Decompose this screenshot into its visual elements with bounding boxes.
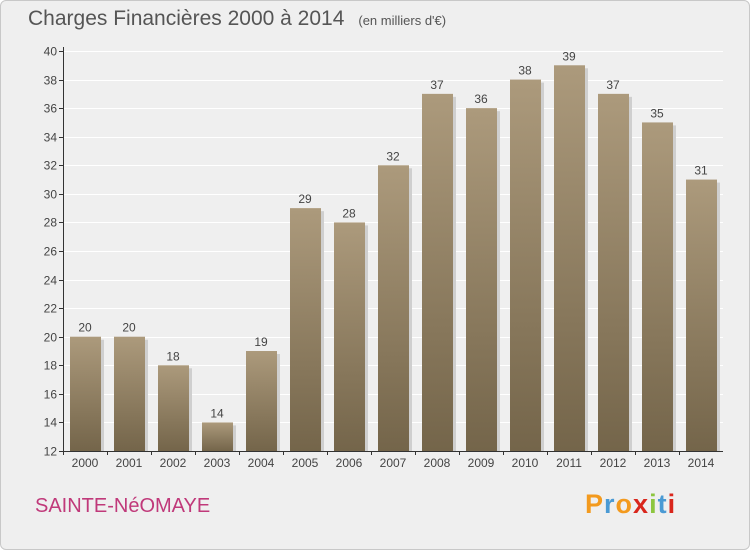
y-tick-label: 14 (44, 416, 58, 430)
x-tick-label: 2004 (248, 456, 275, 470)
y-tick-label: 26 (44, 245, 58, 259)
y-tick-label: 34 (44, 131, 58, 145)
logo-letter: t (657, 489, 668, 519)
logo-letter: P (585, 489, 605, 519)
data-label: 31 (694, 164, 708, 178)
y-tick-label: 20 (44, 331, 58, 345)
data-label: 37 (606, 78, 620, 92)
bar (158, 365, 189, 451)
x-tick-label: 2006 (336, 456, 363, 470)
bar (642, 122, 673, 451)
y-tick-label: 22 (44, 302, 58, 316)
chart-subtitle: (en milliers d'€) (358, 13, 447, 28)
y-tick-label: 30 (44, 188, 58, 202)
x-tick-label: 2007 (380, 456, 407, 470)
y-tick-label: 38 (44, 74, 58, 88)
y-tick-label: 18 (44, 359, 58, 373)
bar (554, 65, 585, 452)
x-tick-label: 2009 (468, 456, 495, 470)
data-label: 35 (650, 106, 664, 120)
data-label: 18 (166, 349, 180, 363)
data-label: 36 (474, 92, 488, 106)
data-label: 29 (298, 192, 312, 206)
logo-letter: r (604, 489, 616, 519)
commune-name: SAINTE-NéOMAYE (35, 495, 211, 517)
y-tick-label: 28 (44, 216, 58, 230)
bar (290, 208, 321, 451)
bar (202, 422, 233, 451)
x-tick-label: 2013 (644, 456, 671, 470)
logo-letter: i (667, 489, 677, 519)
x-tick-label: 2001 (116, 456, 143, 470)
x-tick-label: 2011 (556, 456, 582, 470)
bar (598, 93, 629, 451)
x-tick-label: 2000 (72, 456, 99, 470)
x-tick-label: 2010 (512, 456, 539, 470)
bar (334, 222, 365, 451)
y-tick-label: 40 (44, 45, 58, 59)
y-tick-label: 32 (44, 159, 58, 173)
bar (70, 336, 101, 451)
y-tick-label: 36 (44, 102, 58, 116)
x-tick-label: 2002 (160, 456, 187, 470)
data-label: 14 (210, 406, 224, 420)
bar (510, 79, 541, 452)
bar (466, 108, 497, 452)
x-tick-label: 2012 (600, 456, 627, 470)
y-tick-label: 24 (44, 274, 58, 288)
x-tick-label: 2005 (292, 456, 319, 470)
x-tick-label: 2014 (688, 456, 715, 470)
logo-letter: o (615, 489, 634, 519)
data-label: 32 (386, 149, 400, 163)
y-tick-label: 12 (44, 445, 58, 459)
chart-title: Charges Financières 2000 à 2014 (en milli… (28, 7, 446, 31)
bar (114, 336, 145, 451)
bar (378, 165, 409, 452)
logo-letter: i (649, 489, 658, 519)
data-label: 38 (518, 64, 532, 78)
proxiti-logo: Proxiti (585, 489, 676, 520)
logo-letter: x (633, 489, 650, 519)
x-tick-label: 2008 (424, 456, 451, 470)
bar (246, 351, 277, 451)
chart-title-text: Charges Financières 2000 à 2014 (28, 7, 345, 30)
bar (686, 179, 717, 452)
data-label: 20 (122, 321, 136, 335)
data-label: 28 (342, 206, 356, 220)
data-label: 37 (430, 78, 444, 92)
data-label: 39 (562, 49, 576, 63)
x-tick-label: 2003 (204, 456, 231, 470)
bar (422, 93, 453, 451)
data-label: 19 (254, 335, 268, 349)
y-tick-label: 16 (44, 388, 58, 402)
data-label: 20 (78, 321, 92, 335)
